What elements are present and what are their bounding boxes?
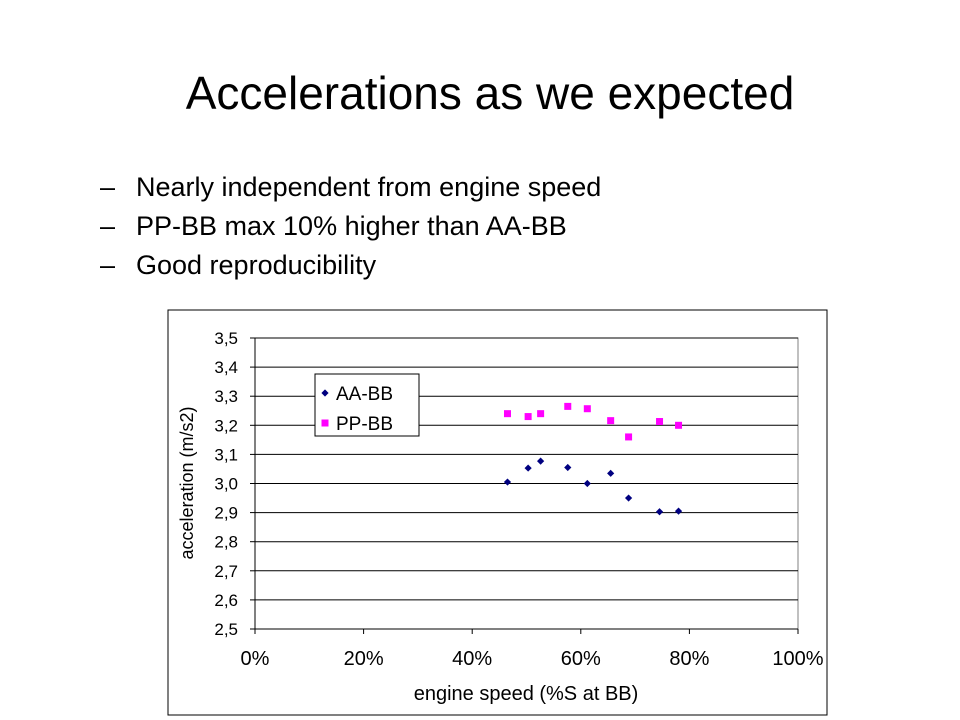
y-axis-title: acceleration (m/s2) bbox=[177, 406, 197, 559]
x-tick-label: 100% bbox=[772, 648, 823, 670]
y-tick-label: 3,1 bbox=[214, 445, 238, 464]
legend-marker-aa-bb bbox=[321, 389, 329, 397]
data-point-aa-bb bbox=[503, 478, 512, 486]
bullet-marker: – bbox=[100, 211, 116, 241]
data-point-pp-bb bbox=[656, 418, 664, 426]
data-point-aa-bb bbox=[583, 479, 591, 488]
data-point-aa-bb bbox=[524, 464, 532, 472]
y-tick-label: 3,0 bbox=[214, 475, 238, 494]
legend-marker-pp-bb bbox=[321, 419, 329, 427]
bullet-item: – Nearly independent from engine speed bbox=[100, 168, 601, 207]
x-tick-label: 20% bbox=[344, 648, 384, 670]
x-tick-label: 80% bbox=[669, 648, 709, 670]
data-point-pp-bb bbox=[675, 421, 683, 429]
x-tick-label: 40% bbox=[452, 648, 492, 670]
y-tick-label: 2,6 bbox=[214, 591, 238, 610]
y-tick-label: 3,3 bbox=[214, 387, 238, 406]
x-tick-label: 0% bbox=[241, 648, 270, 670]
bullet-list: – Nearly independent from engine speed – P… bbox=[100, 168, 601, 285]
bullet-text: PP-BB max 10% higher than AA-BB bbox=[136, 211, 567, 241]
slide-title: Accelerations as we expected bbox=[185, 67, 795, 119]
bullet-item: – Good reproducibility bbox=[100, 246, 601, 285]
legend-box bbox=[314, 373, 420, 437]
legend-label: AA-BB bbox=[336, 384, 393, 405]
x-tick-label: 60% bbox=[561, 648, 601, 670]
bullet-marker: – bbox=[100, 172, 116, 202]
y-tick-label: 2,9 bbox=[214, 504, 238, 523]
y-tick-label: 2,8 bbox=[214, 533, 238, 552]
x-axis-title: engine speed (%S at BB) bbox=[414, 683, 639, 705]
data-point-pp-bb bbox=[583, 405, 591, 413]
data-point-aa-bb bbox=[655, 508, 664, 516]
bullet-text: Good reproducibility bbox=[136, 250, 377, 280]
data-point-aa-bb bbox=[607, 469, 615, 477]
y-tick-label: 3,5 bbox=[214, 329, 238, 348]
y-tick-label: 2,7 bbox=[214, 562, 238, 581]
data-point-aa-bb bbox=[564, 463, 572, 472]
data-point-aa-bb bbox=[624, 494, 633, 502]
data-point-pp-bb bbox=[503, 410, 511, 418]
y-tick-label: 2,5 bbox=[214, 620, 238, 639]
data-point-pp-bb bbox=[564, 402, 572, 410]
data-point-pp-bb bbox=[625, 433, 633, 441]
legend: AA-BB PP-BB bbox=[314, 373, 420, 437]
bullet-item: – PP-BB max 10% higher than AA-BB bbox=[100, 207, 601, 246]
bullet-text: Nearly independent from engine speed bbox=[136, 172, 602, 202]
bullet-marker: – bbox=[100, 250, 116, 280]
y-tick-label: 3,2 bbox=[214, 416, 238, 435]
data-point-aa-bb bbox=[537, 457, 545, 465]
y-tick-label: 3,4 bbox=[214, 358, 238, 377]
data-point-aa-bb bbox=[674, 507, 683, 515]
data-point-pp-bb bbox=[607, 417, 615, 425]
data-point-pp-bb bbox=[537, 410, 545, 418]
data-point-pp-bb bbox=[524, 413, 532, 421]
legend-label: PP-BB bbox=[336, 414, 393, 435]
